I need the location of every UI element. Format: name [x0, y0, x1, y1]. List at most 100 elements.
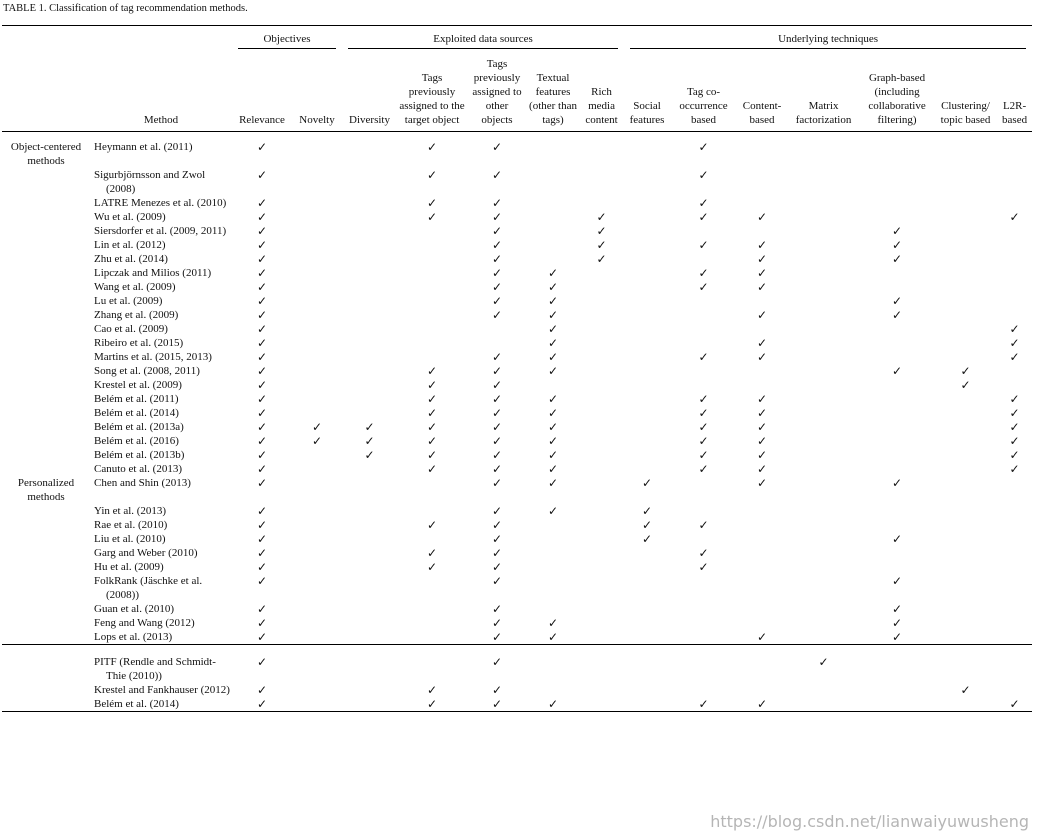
method-name: Belém et al. (2011)	[94, 393, 179, 405]
empty-cell	[527, 645, 579, 684]
check-mark: ✓	[757, 336, 768, 350]
check-mark: ✓	[256, 196, 268, 210]
column-header: Graph-based (including collaborative fil…	[860, 49, 935, 132]
method-name: Guan et al. (2010)	[94, 603, 175, 615]
empty-cell	[787, 378, 860, 392]
empty-cell	[787, 392, 860, 406]
empty-cell	[997, 476, 1032, 504]
check-mark: ✓	[491, 224, 503, 238]
empty-cell	[787, 132, 860, 169]
empty-cell	[579, 546, 624, 560]
empty-cell	[934, 602, 997, 616]
empty-cell	[467, 322, 527, 336]
empty-cell	[579, 266, 624, 280]
empty-cell	[342, 322, 397, 336]
empty-cell	[860, 683, 934, 697]
empty-cell	[292, 616, 342, 630]
empty-cell	[342, 406, 397, 420]
method-name: Sigurbjörnsson and Zwol (2008)	[94, 169, 206, 195]
empty-cell	[527, 210, 579, 224]
method-name: Cao et al. (2009)	[94, 323, 168, 335]
empty-cell	[2, 406, 90, 420]
empty-cell	[292, 448, 342, 462]
empty-cell	[934, 224, 997, 238]
check-mark: ✓	[547, 630, 559, 644]
check-mark: ✓	[547, 392, 559, 406]
check-mark: ✓	[491, 697, 503, 711]
empty-cell	[787, 364, 860, 378]
check-mark: ✓	[364, 420, 375, 434]
empty-cell	[624, 420, 670, 434]
empty-cell	[934, 462, 997, 476]
method-name: Heymann et al. (2011)	[94, 141, 193, 153]
group-label: Object-centered methods	[10, 141, 82, 167]
empty-cell	[624, 132, 670, 169]
empty-cell	[292, 196, 342, 210]
table-row: Lin et al. (2012) ✓ ✓ ✓ ✓ ✓ ✓	[2, 238, 1032, 252]
empty-cell	[934, 196, 997, 210]
empty-cell	[737, 683, 787, 697]
table-row: Belém et al. (2011) ✓ ✓ ✓ ✓ ✓ ✓ ✓	[2, 392, 1032, 406]
empty-cell	[342, 238, 397, 252]
row-group: Personalized methods Chen and Shin (2013)…	[2, 476, 1032, 645]
empty-cell	[860, 336, 934, 350]
method-name: Krestel et al. (2009)	[94, 379, 182, 391]
check-mark: ✓	[892, 294, 903, 308]
empty-cell	[292, 350, 342, 364]
empty-cell	[934, 406, 997, 420]
empty-cell	[342, 378, 397, 392]
check-mark: ✓	[491, 210, 503, 224]
check-mark: ✓	[892, 602, 903, 616]
method-name: Lops et al. (2013)	[94, 631, 173, 643]
empty-cell	[737, 168, 787, 196]
empty-cell	[397, 238, 467, 252]
empty-cell	[737, 602, 787, 616]
empty-cell	[579, 364, 624, 378]
method-name: Belém et al. (2014)	[94, 698, 179, 710]
empty-cell	[624, 308, 670, 322]
check-mark: ✓	[547, 476, 559, 490]
table-row: PITF (Rendle and Schmidt-Thie (2010)) ✓ ✓ ✓	[2, 645, 1032, 684]
empty-cell	[342, 280, 397, 294]
check-mark: ✓	[892, 630, 903, 644]
row-group: Object-centered methods Heymann et al. (2…	[2, 132, 1032, 476]
check-mark: ✓	[426, 168, 438, 182]
check-mark: ✓	[547, 504, 559, 518]
check-mark: ✓	[547, 280, 559, 294]
empty-cell	[787, 266, 860, 280]
empty-cell	[670, 308, 737, 322]
check-mark: ✓	[256, 697, 268, 711]
method-name: Chen and Shin (2013)	[94, 477, 191, 489]
check-mark: ✓	[596, 224, 607, 238]
empty-cell	[624, 364, 670, 378]
empty-cell	[292, 518, 342, 532]
empty-cell	[292, 504, 342, 518]
check-mark: ✓	[256, 252, 268, 266]
check-mark: ✓	[256, 322, 268, 336]
empty-cell	[670, 252, 737, 266]
empty-cell	[670, 364, 737, 378]
empty-cell	[997, 630, 1032, 645]
empty-cell	[2, 350, 90, 364]
empty-cell	[624, 683, 670, 697]
empty-cell	[787, 546, 860, 560]
empty-cell	[860, 196, 934, 210]
check-mark: ✓	[642, 518, 653, 532]
check-mark: ✓	[698, 462, 709, 476]
empty-cell	[860, 448, 934, 462]
empty-cell	[292, 645, 342, 684]
table-row: Song et al. (2008, 2011) ✓ ✓ ✓ ✓ ✓ ✓	[2, 364, 1032, 378]
empty-cell	[624, 602, 670, 616]
check-mark: ✓	[426, 518, 438, 532]
empty-cell	[527, 683, 579, 697]
empty-cell	[787, 280, 860, 294]
empty-cell	[342, 196, 397, 210]
check-mark: ✓	[491, 196, 503, 210]
empty-cell	[579, 532, 624, 546]
check-mark: ✓	[757, 462, 768, 476]
empty-cell	[787, 462, 860, 476]
check-mark: ✓	[491, 364, 503, 378]
empty-cell	[997, 196, 1032, 210]
empty-cell	[579, 308, 624, 322]
